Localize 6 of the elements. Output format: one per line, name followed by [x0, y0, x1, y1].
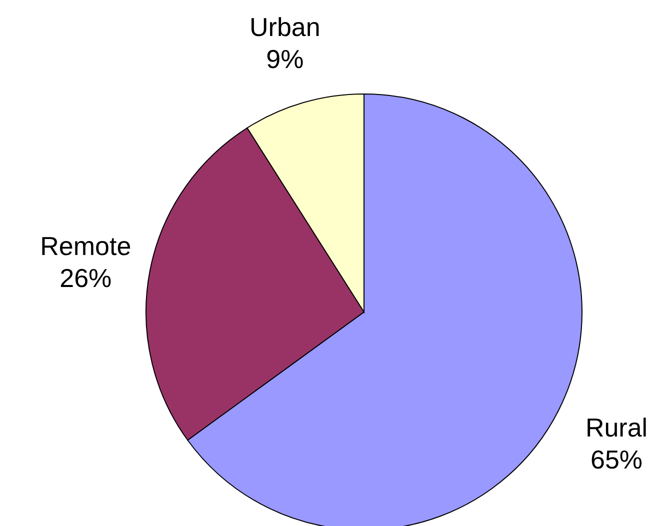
slice-label: Urban — [250, 12, 320, 42]
data-label: 65% — [590, 444, 643, 475]
data-label: 26% — [60, 262, 112, 293]
data-label: 9% — [266, 44, 304, 74]
slice-label: Rural — [585, 412, 648, 443]
slice-label: Remote — [40, 230, 132, 261]
